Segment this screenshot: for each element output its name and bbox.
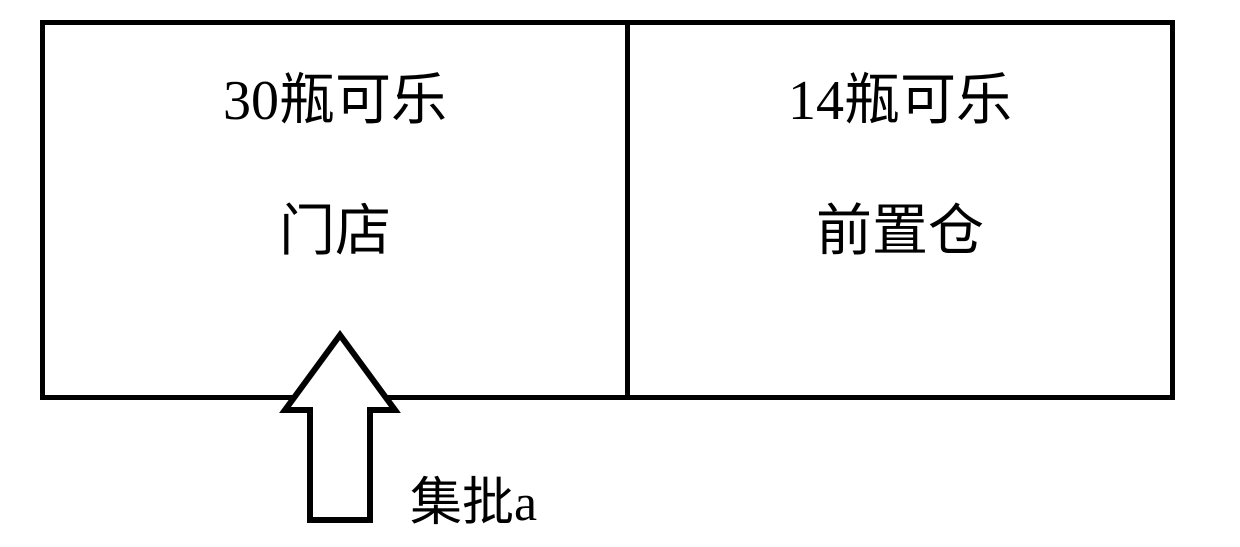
- diagram-container: 30瓶可乐 门店 14瓶可乐 前置仓: [40, 20, 1175, 400]
- warehouse-name-label: 前置仓: [816, 186, 984, 267]
- warehouse-box: 14瓶可乐 前置仓: [625, 20, 1175, 400]
- store-quantity-label: 30瓶可乐: [223, 55, 447, 136]
- batch-label: 集批a: [410, 460, 537, 535]
- up-arrow-icon: [275, 330, 405, 530]
- store-name-label: 门店: [279, 186, 391, 267]
- batch-arrow-container: 集批a: [275, 330, 405, 530]
- warehouse-quantity-label: 14瓶可乐: [788, 55, 1012, 136]
